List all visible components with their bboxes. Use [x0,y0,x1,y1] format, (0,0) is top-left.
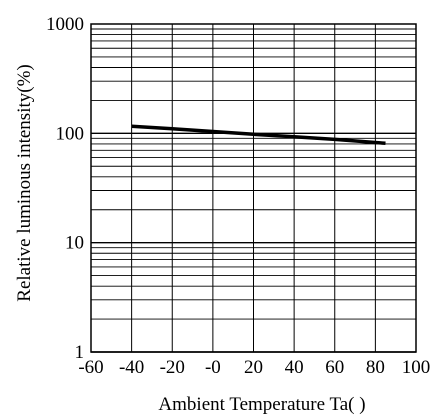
y-tick-label: 1000 [46,14,84,35]
x-tick-label: 20 [244,357,263,378]
y-tick-label: 10 [65,233,84,254]
x-tick-label: -40 [119,357,144,378]
x-tick-label: -60 [78,357,103,378]
x-tick-label: 100 [402,357,431,378]
plot-frame [90,23,417,353]
y-tick-label: 1 [75,342,85,363]
x-tick-label: -20 [160,357,185,378]
y-tick-labels: 1 10 100 1000 [46,14,84,363]
plot-border [90,23,417,353]
series-group [131,124,386,146]
x-tick-label: -0 [205,357,221,378]
x-tick-label: 80 [366,357,385,378]
x-axis-label: Ambient Temperature Ta( ) [158,394,365,415]
y-tick-label: 100 [56,123,85,144]
y-axis-label: Relative luminous intensity(%) [14,64,35,301]
x-tick-label: 60 [325,357,344,378]
x-tick-labels: -60 -40 -20 -0 20 40 60 80 100 [78,357,430,378]
x-tick-label: 40 [285,357,304,378]
grid [90,24,417,353]
series-line-0 [131,124,386,146]
